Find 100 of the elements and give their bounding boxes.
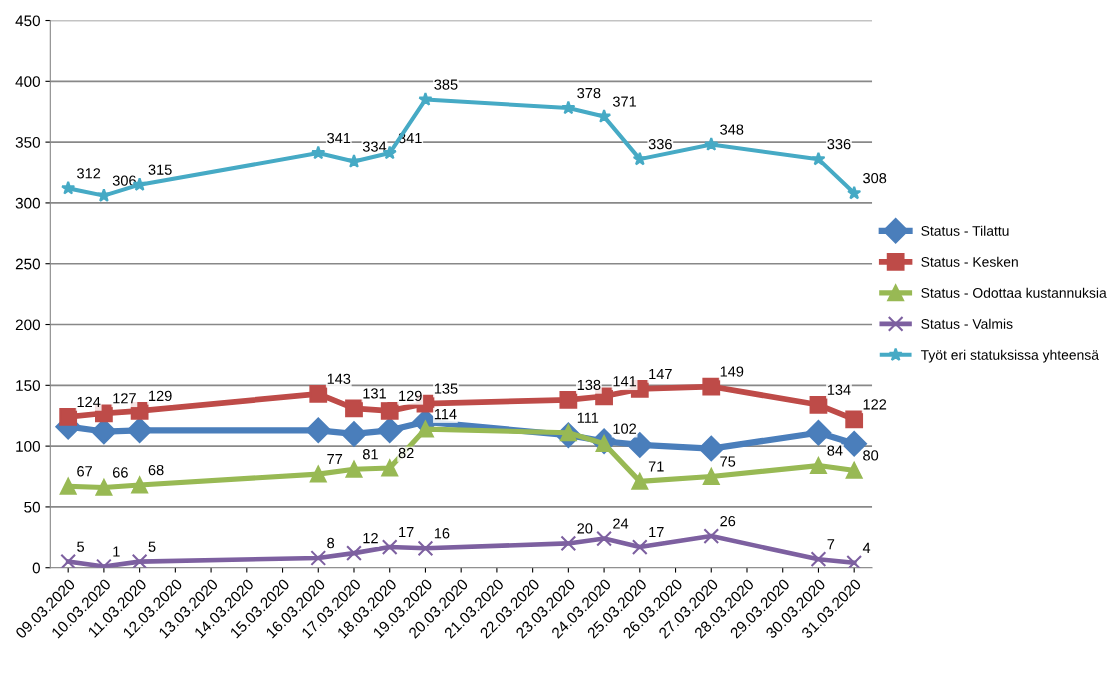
legend-label: Status - Valmis bbox=[921, 318, 1013, 329]
point bbox=[702, 377, 721, 396]
y-tick-label: 100 bbox=[16, 440, 40, 452]
data-label: 385 bbox=[434, 79, 458, 90]
data-label: 71 bbox=[648, 461, 664, 472]
data-label: 348 bbox=[720, 124, 744, 135]
point bbox=[345, 460, 363, 478]
data-label: 80 bbox=[863, 450, 879, 461]
point bbox=[805, 419, 832, 446]
data-label: 8 bbox=[327, 537, 335, 549]
data-label: 129 bbox=[149, 390, 172, 402]
data-label: 141 bbox=[613, 376, 637, 387]
data-label: 77 bbox=[327, 454, 343, 465]
data-label: 336 bbox=[648, 138, 672, 150]
data-label: 7 bbox=[827, 539, 835, 550]
data-label: 149 bbox=[720, 366, 744, 377]
y-tick-label: 350 bbox=[15, 136, 40, 148]
data-label: 5 bbox=[148, 541, 156, 552]
data-label: 371 bbox=[612, 96, 637, 107]
point bbox=[345, 399, 363, 418]
data-label: 131 bbox=[363, 388, 386, 399]
point bbox=[59, 408, 78, 426]
data-label: 26 bbox=[720, 515, 736, 527]
point bbox=[559, 391, 578, 409]
point bbox=[309, 384, 328, 403]
point bbox=[809, 395, 828, 414]
y-tick-label: 250 bbox=[15, 258, 40, 270]
data-label: 111 bbox=[577, 412, 599, 423]
point bbox=[596, 109, 612, 123]
data-label: 84 bbox=[827, 445, 843, 456]
data-label: 135 bbox=[434, 383, 458, 394]
point bbox=[95, 479, 113, 496]
y-tick-label: 300 bbox=[15, 197, 40, 209]
data-label: 127 bbox=[113, 393, 136, 404]
data-label: 17 bbox=[649, 527, 664, 538]
point bbox=[346, 545, 362, 562]
point bbox=[845, 462, 863, 479]
data-label: 68 bbox=[148, 464, 164, 476]
point bbox=[703, 528, 720, 545]
data-label: 102 bbox=[613, 423, 637, 434]
data-label: 17 bbox=[399, 527, 414, 538]
point bbox=[702, 468, 720, 485]
data-label: 336 bbox=[827, 138, 851, 150]
point bbox=[311, 145, 326, 160]
legend-label: Työt eri statuksissa yhteensä bbox=[920, 349, 1099, 363]
y-tick-label: 150 bbox=[16, 380, 40, 392]
point bbox=[60, 553, 77, 568]
data-label: 138 bbox=[577, 379, 601, 391]
point bbox=[381, 539, 398, 555]
point bbox=[418, 92, 433, 106]
data-label: 114 bbox=[434, 409, 457, 420]
data-label: 81 bbox=[362, 449, 378, 460]
data-label: 16 bbox=[434, 528, 450, 539]
legend-label: Status - Odottaa kustannuksia bbox=[921, 287, 1107, 298]
point bbox=[626, 432, 653, 458]
point bbox=[61, 180, 76, 195]
point bbox=[560, 535, 577, 552]
point bbox=[596, 530, 612, 547]
data-label: 312 bbox=[77, 168, 101, 179]
point bbox=[59, 477, 77, 495]
point bbox=[704, 137, 719, 151]
point bbox=[346, 154, 362, 168]
point bbox=[309, 465, 327, 483]
y-tick-label: 50 bbox=[24, 501, 40, 513]
data-label: 134 bbox=[827, 384, 851, 395]
point bbox=[417, 540, 434, 557]
point bbox=[811, 151, 826, 166]
data-label: 4 bbox=[862, 542, 871, 553]
legend-label: Status - Kesken bbox=[921, 256, 1018, 267]
data-label: 378 bbox=[577, 87, 601, 99]
point bbox=[131, 553, 148, 568]
data-label: 147 bbox=[649, 368, 672, 379]
point bbox=[381, 459, 399, 477]
data-label: 334 bbox=[362, 141, 387, 152]
point bbox=[810, 457, 827, 474]
point bbox=[632, 151, 647, 166]
data-label: 5 bbox=[77, 541, 85, 552]
point bbox=[631, 539, 648, 555]
point bbox=[845, 410, 864, 429]
data-label: 129 bbox=[399, 390, 422, 402]
point bbox=[380, 401, 399, 420]
point bbox=[846, 554, 863, 568]
data-label: 308 bbox=[863, 173, 887, 184]
data-label: 12 bbox=[363, 532, 378, 544]
point bbox=[810, 551, 827, 568]
data-label: 66 bbox=[112, 467, 128, 478]
point bbox=[631, 472, 649, 490]
data-label: 341 bbox=[327, 132, 351, 144]
data-label: 82 bbox=[398, 447, 414, 459]
data-label: 124 bbox=[77, 396, 101, 407]
point bbox=[417, 420, 434, 438]
point bbox=[131, 476, 149, 494]
data-label: 67 bbox=[77, 466, 92, 477]
legend-label: Status - Tilattu bbox=[921, 225, 1009, 236]
point bbox=[126, 417, 153, 444]
y-tick-label: 0 bbox=[32, 562, 40, 574]
y-tick-label: 400 bbox=[15, 76, 40, 88]
point bbox=[341, 421, 367, 447]
data-label: 122 bbox=[863, 399, 887, 410]
y-tick-label: 450 bbox=[15, 15, 40, 27]
